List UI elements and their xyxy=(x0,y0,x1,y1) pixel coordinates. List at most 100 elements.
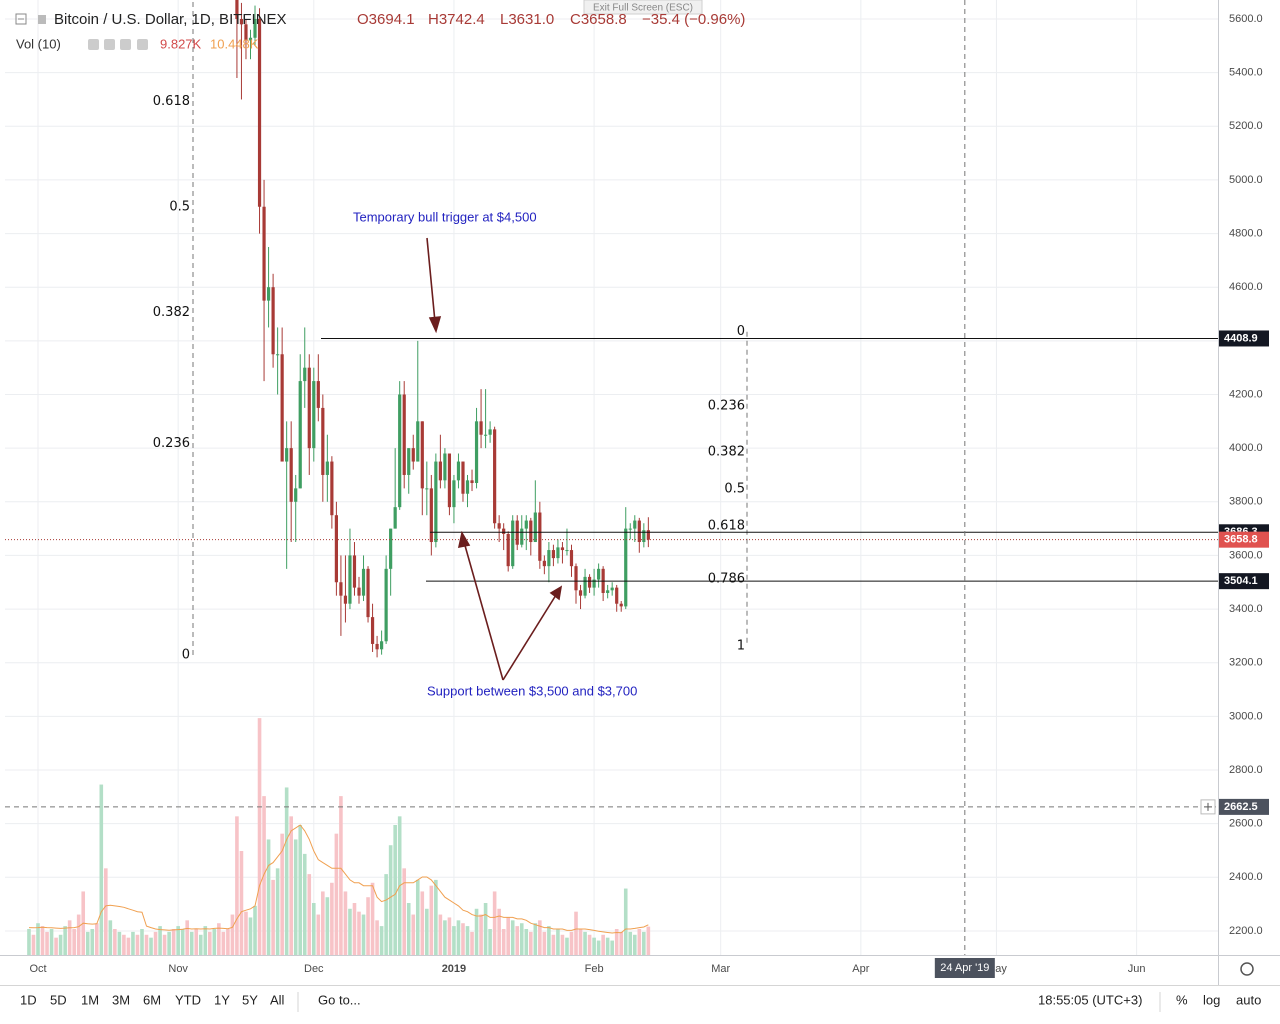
candle-body xyxy=(493,429,497,524)
range-button[interactable]: 1Y xyxy=(214,992,230,1007)
volume-bar xyxy=(122,934,126,955)
candle-body xyxy=(574,566,578,591)
y-tick-label: 2600.0 xyxy=(1229,818,1263,830)
volume-bar xyxy=(601,934,605,955)
volume-bar xyxy=(628,931,633,955)
volume-bar xyxy=(67,920,72,955)
crosshair-price-box xyxy=(1219,798,1269,815)
candle-body xyxy=(619,603,623,607)
candle-body xyxy=(384,568,388,642)
volume-bar xyxy=(140,929,144,955)
candle-body xyxy=(447,453,452,508)
icon-eye[interactable] xyxy=(88,39,99,50)
candle-body xyxy=(637,520,641,543)
volume-bar xyxy=(587,934,592,955)
volume-bar xyxy=(144,934,149,955)
volume-bar xyxy=(149,937,153,955)
price-label: 3504.1 xyxy=(1224,575,1258,587)
candle-body xyxy=(389,528,393,569)
volume-bar xyxy=(632,934,637,955)
volume-bar xyxy=(58,934,63,955)
arrow-line xyxy=(502,594,557,681)
volume-bar xyxy=(501,929,506,955)
chart-title[interactable]: Bitcoin / U.S. Dollar, 1D, BITFINEX xyxy=(54,11,287,28)
arrow-head xyxy=(549,585,563,601)
y-tick-label: 2200.0 xyxy=(1229,925,1263,937)
fib-level-label: 0.618 xyxy=(153,94,190,109)
fib-level-label: 0 xyxy=(182,647,190,662)
scale-option[interactable]: log xyxy=(1203,992,1220,1007)
candle-body xyxy=(257,18,262,207)
volume-bar xyxy=(447,917,452,955)
candle-body xyxy=(483,434,488,436)
volume-bar xyxy=(85,931,90,955)
fib-level-label: 0.382 xyxy=(708,444,745,459)
volume-bar xyxy=(311,903,316,955)
volume-bar xyxy=(393,825,397,955)
range-button[interactable]: 5D xyxy=(50,992,67,1007)
crosshair-date-label: 24 Apr '19 xyxy=(940,962,989,974)
candle-body xyxy=(610,587,614,591)
candle-body xyxy=(339,582,343,596)
plot-area xyxy=(5,0,1218,955)
candle-body xyxy=(407,448,411,475)
volume-bar xyxy=(574,911,578,955)
range-button[interactable]: All xyxy=(270,992,285,1007)
icon-settings[interactable] xyxy=(104,39,115,50)
ohlc-high: H3742.4 xyxy=(428,11,485,28)
volume-bar xyxy=(284,787,289,955)
crosshair-date-box xyxy=(934,958,995,978)
candle-body xyxy=(470,480,474,484)
volume-bar xyxy=(406,903,411,955)
volume-bar xyxy=(506,917,510,955)
arrow-head xyxy=(428,316,442,334)
volume-bar xyxy=(235,816,239,955)
candle-body xyxy=(411,448,415,462)
exit-fullscreen[interactable] xyxy=(583,0,703,15)
volume-bar xyxy=(483,903,488,955)
candle-body xyxy=(398,394,402,508)
x-tick-label: Oct xyxy=(29,963,46,975)
collapse-icon[interactable] xyxy=(15,13,27,25)
settings-gear[interactable] xyxy=(1240,962,1254,976)
volume-bar xyxy=(316,914,321,955)
fib-level-label: 0.5 xyxy=(169,200,190,215)
candle-body xyxy=(375,643,379,650)
volume-bar xyxy=(429,885,434,955)
volume-bar xyxy=(610,940,614,955)
candle-body xyxy=(235,0,239,19)
toolbar-items: 1D 5D 1M 3M 6M YTD 1Y 5Y All% log auto xyxy=(20,992,1261,1007)
volume-bar xyxy=(239,851,244,955)
scale-option[interactable]: auto xyxy=(1236,992,1261,1007)
range-button[interactable]: 6M xyxy=(143,992,161,1007)
candle-body xyxy=(244,24,248,41)
volume-bar xyxy=(189,931,194,955)
y-tick-label: 4600.0 xyxy=(1229,281,1263,293)
icon-remove[interactable] xyxy=(137,39,148,50)
volume-bar xyxy=(425,908,429,955)
candle-body xyxy=(506,533,510,567)
ohlc-change: −35.4 (−0.96%) xyxy=(642,11,745,28)
volume-bar xyxy=(217,923,221,955)
volume-bar xyxy=(293,839,298,955)
scale-option[interactable]: % xyxy=(1176,992,1188,1007)
range-button[interactable]: 5Y xyxy=(242,992,258,1007)
range-button[interactable]: YTD xyxy=(175,992,201,1007)
y-tick-label: 2400.0 xyxy=(1229,871,1263,883)
y-tick-label: 5400.0 xyxy=(1229,67,1263,79)
icon-add[interactable] xyxy=(120,39,131,50)
volume-bar xyxy=(542,931,547,955)
indicator-icons[interactable] xyxy=(88,39,148,50)
range-button[interactable]: 1D xyxy=(20,992,37,1007)
volume-bar xyxy=(361,914,366,955)
volume-bar xyxy=(266,839,271,955)
exit-fullscreen-text[interactable]: Exit Full Screen (ESC) xyxy=(593,3,693,14)
goto-button[interactable]: Go to... xyxy=(318,992,361,1007)
volume-title[interactable]: Vol (10) xyxy=(16,36,61,51)
candle-body xyxy=(628,528,632,530)
candle-body xyxy=(597,568,601,580)
candle-body xyxy=(533,512,537,543)
volume-bar xyxy=(244,911,248,955)
range-button[interactable]: 3M xyxy=(112,992,130,1007)
range-button[interactable]: 1M xyxy=(81,992,99,1007)
